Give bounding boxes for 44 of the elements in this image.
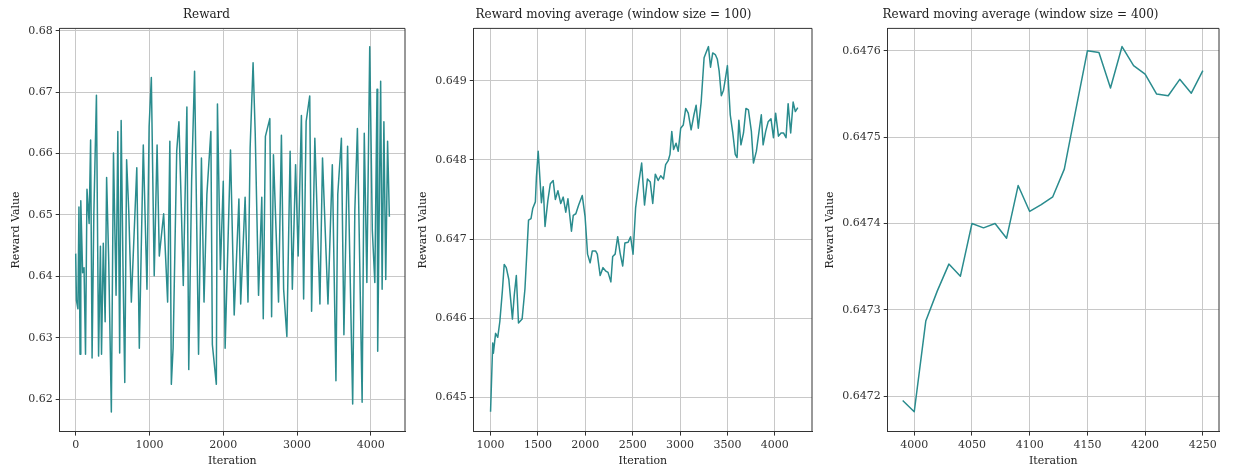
x-tick-label: 3500 <box>713 438 742 452</box>
y-tick-label: 0.646 <box>435 311 467 325</box>
y-tick-label: 0.649 <box>435 73 467 87</box>
y-axis-title: Reward Value <box>823 191 837 269</box>
y-tick-label: 0.62 <box>28 391 53 405</box>
x-tick-label: 4000 <box>900 438 929 452</box>
x-tick-label: 4050 <box>957 438 986 452</box>
x-tick-label: 2000 <box>571 438 600 452</box>
y-tick-label: 0.66 <box>28 146 53 160</box>
x-tick-label: 2000 <box>209 438 238 452</box>
x-tick-label: 4100 <box>1015 438 1044 452</box>
y-tick-label: 0.67 <box>28 85 53 99</box>
y-tick-label: 0.6473 <box>842 302 881 316</box>
y-tick-label: 0.645 <box>435 390 467 404</box>
x-tick-label: 4250 <box>1188 438 1217 452</box>
x-tick-label: 1000 <box>135 438 164 452</box>
y-tick-label: 0.6472 <box>842 389 881 403</box>
y-tick-label: 0.6474 <box>842 216 881 230</box>
x-tick-label: 4200 <box>1131 438 1160 452</box>
x-tick-label: 1500 <box>523 438 552 452</box>
y-tick-label: 0.6475 <box>842 130 881 144</box>
y-tick-label: 0.65 <box>28 207 53 221</box>
chart-title: Reward moving average (window size = 400) <box>882 7 1159 22</box>
y-tick-label: 0.648 <box>435 152 467 166</box>
y-tick-label: 0.64 <box>28 269 53 283</box>
x-tick-label: 3000 <box>283 438 312 452</box>
x-tick-label: 0 <box>72 438 80 452</box>
x-tick-label: 4000 <box>356 438 385 452</box>
y-axis-title: Reward Value <box>9 191 23 269</box>
x-axis-title: Iteration <box>618 454 668 468</box>
y-tick-label: 0.6476 <box>842 43 881 57</box>
x-axis-title: Iteration <box>207 454 257 468</box>
chart-title: Reward <box>183 7 231 22</box>
x-tick-label: 1000 <box>476 438 505 452</box>
y-tick-label: 0.647 <box>435 231 467 245</box>
x-tick-label: 3000 <box>666 438 695 452</box>
x-axis-title: Iteration <box>1028 454 1078 468</box>
x-tick-label: 4150 <box>1073 438 1102 452</box>
y-tick-label: 0.68 <box>28 23 53 37</box>
y-tick-label: 0.63 <box>28 330 53 344</box>
x-tick-label: 4000 <box>760 438 789 452</box>
x-tick-label: 2500 <box>618 438 647 452</box>
chart-title: Reward moving average (window size = 100) <box>475 7 752 22</box>
y-axis-title: Reward Value <box>416 191 430 269</box>
